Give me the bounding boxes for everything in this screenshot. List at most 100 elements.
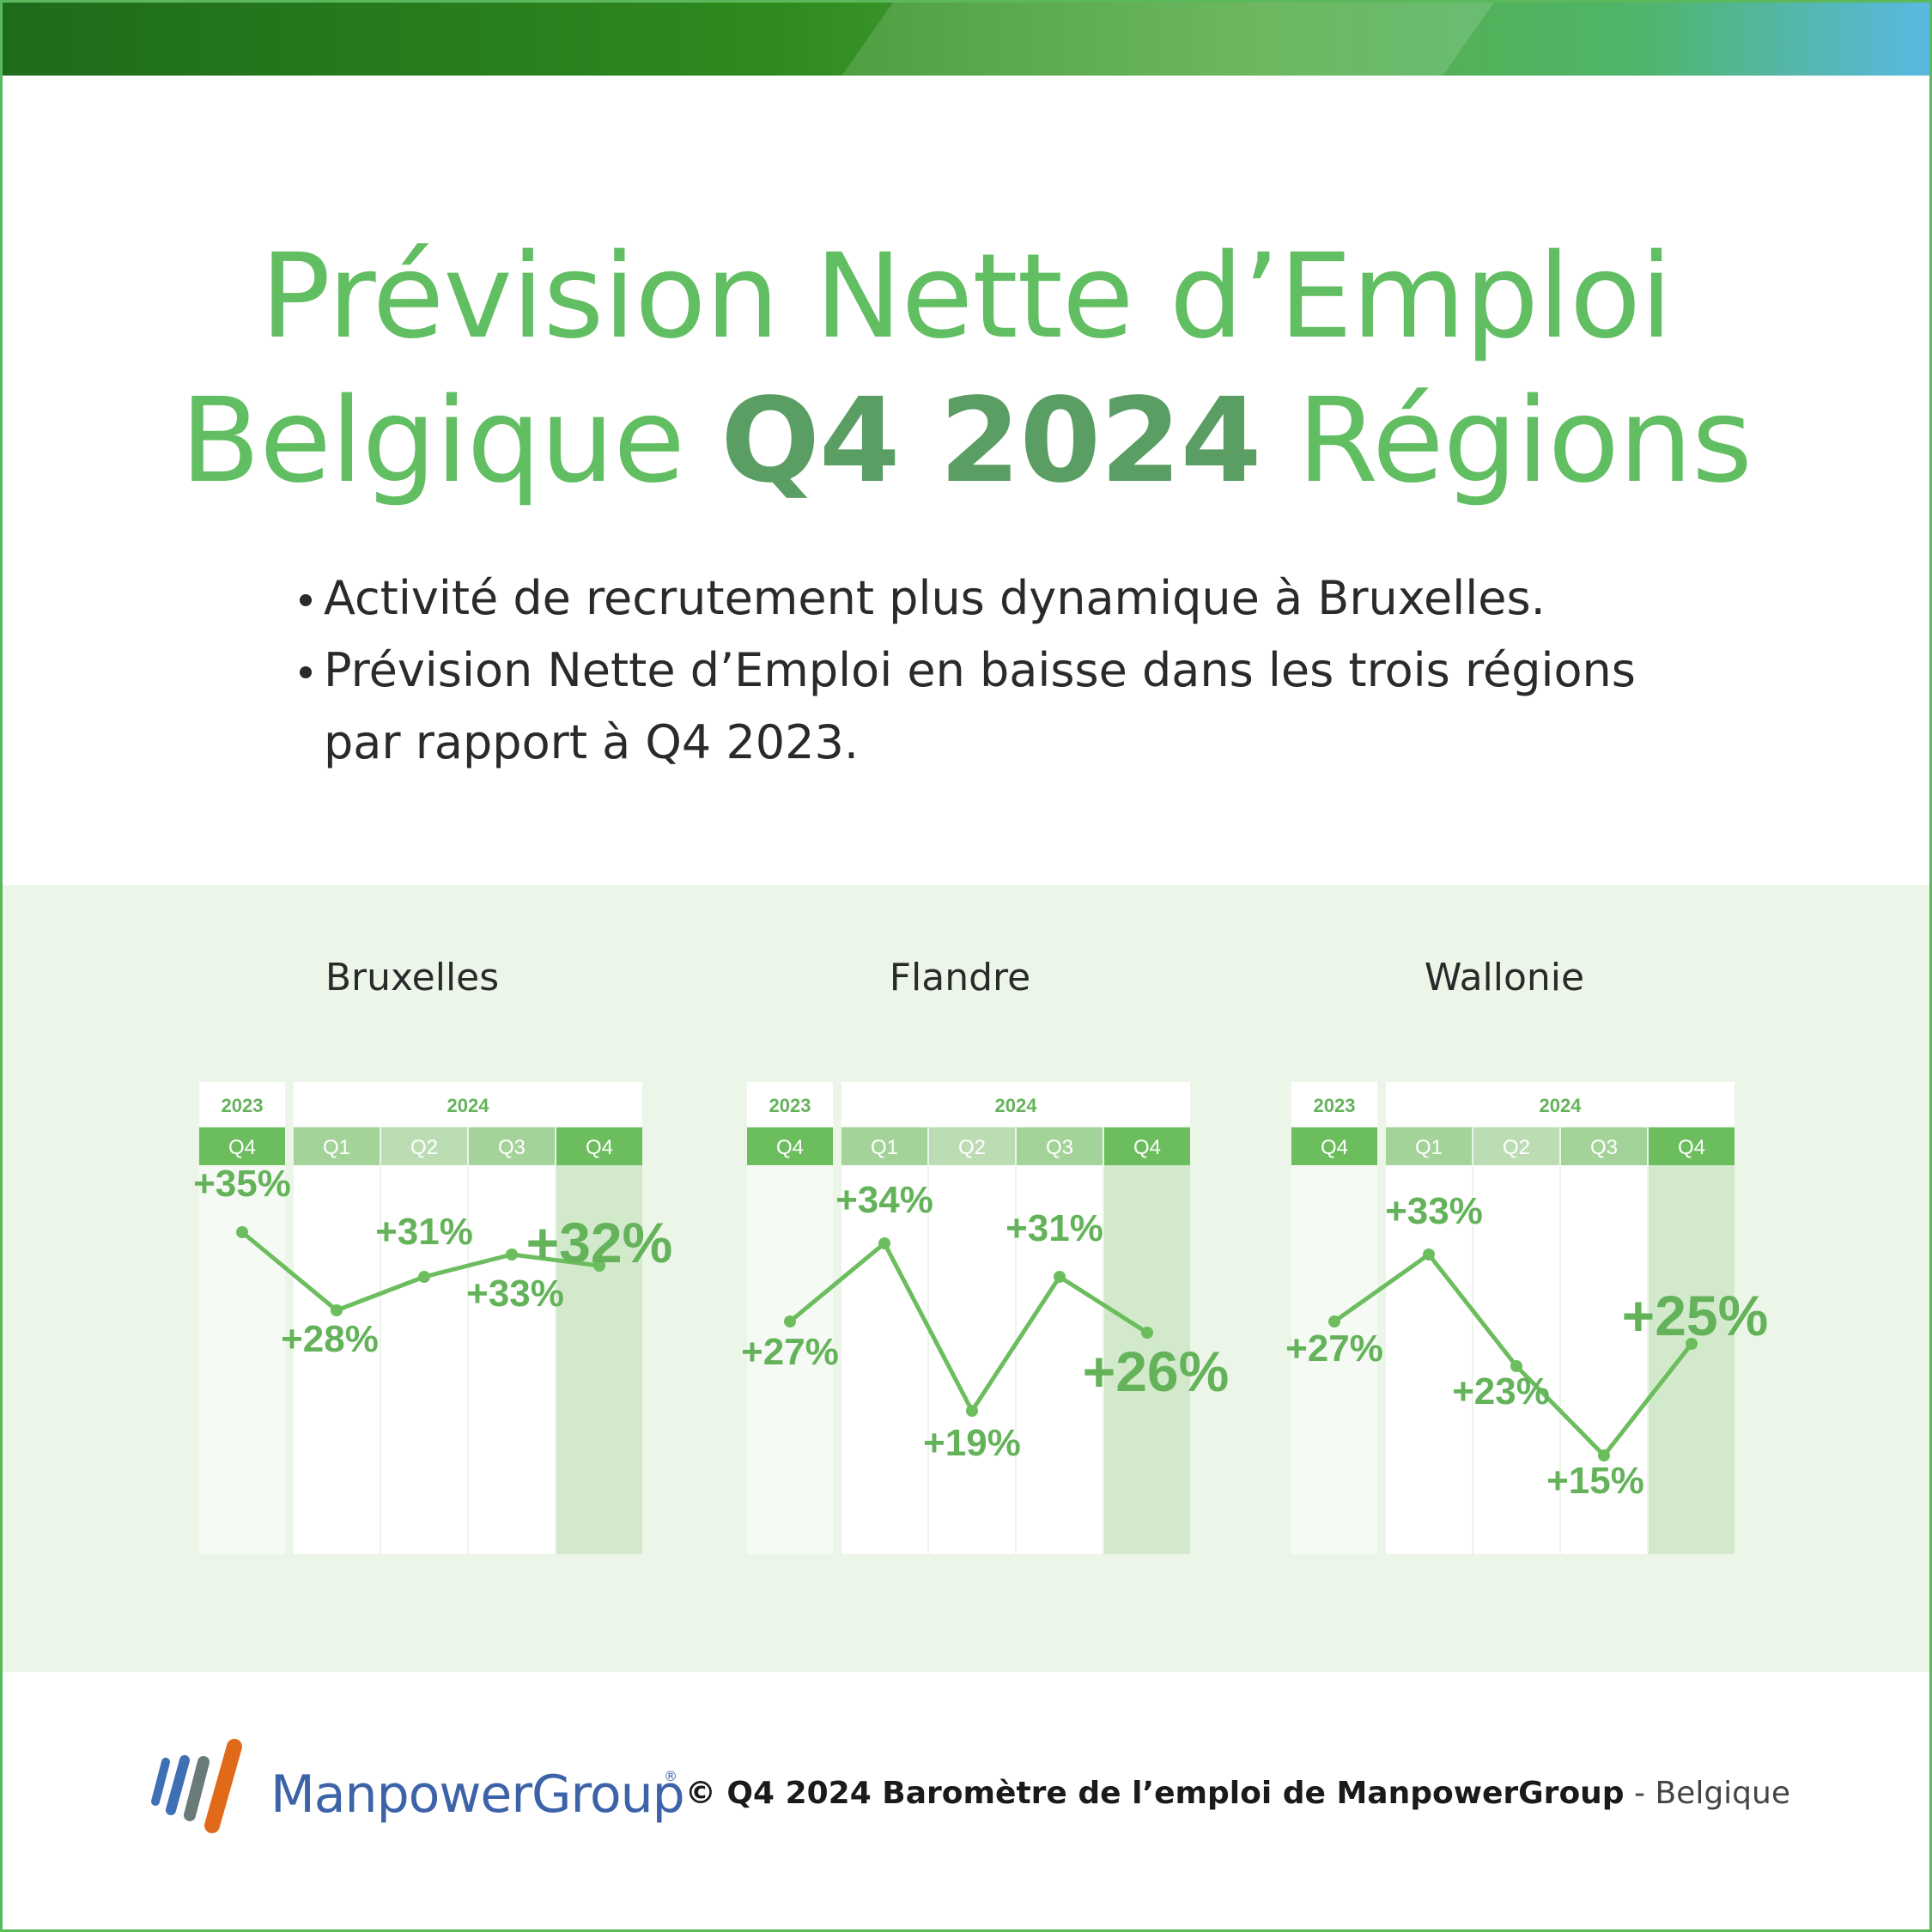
footer-country: Belgique (1655, 1776, 1790, 1811)
quarter-column (929, 1165, 1015, 1554)
quarter-column (1017, 1165, 1103, 1554)
quarter-header-cell (841, 1127, 927, 1165)
data-point (966, 1405, 978, 1417)
chart-title: Bruxelles (325, 956, 499, 999)
quarter-header-cell (1561, 1127, 1647, 1165)
bullet-item: Prévision Nette d’Emploi en baisse dans … (296, 635, 1670, 779)
year-header-cell (1291, 1082, 1377, 1127)
logo-mark-icon (151, 1739, 242, 1833)
quarter-label: Q2 (958, 1136, 986, 1159)
title-line-2: Belgique Q4 2024 Régions (0, 369, 1932, 513)
top-gradient-band (0, 0, 1932, 76)
data-label: +25% (1622, 1284, 1769, 1347)
bullet-dot (300, 594, 312, 606)
quarter-label: Q3 (1590, 1136, 1618, 1159)
year-header-cell (841, 1082, 1190, 1127)
year-label: 2024 (995, 1095, 1038, 1116)
title-part-country: Belgique (179, 374, 721, 509)
data-point (1423, 1249, 1435, 1261)
data-label: +31% (375, 1211, 473, 1253)
footer-copyright: © Q4 2024 Baromètre de l’emploi de Manpo… (685, 1776, 1790, 1811)
bullet-list: Activité de recrutement plus dynamique à… (296, 562, 1670, 779)
quarter-label: Q1 (1415, 1136, 1443, 1159)
quarter-label: Q3 (1046, 1136, 1073, 1159)
bullet-item: Activité de recrutement plus dynamique à… (296, 562, 1670, 635)
quarter-column (1649, 1165, 1735, 1554)
data-point (1510, 1360, 1522, 1372)
quarter-column (1104, 1165, 1190, 1554)
data-point (331, 1304, 343, 1316)
data-point (593, 1260, 605, 1272)
data-point (878, 1237, 890, 1249)
quarter-header-cell (1017, 1127, 1103, 1165)
data-label: +31% (1005, 1207, 1103, 1249)
data-label: +27% (741, 1331, 839, 1373)
year-header-cell (747, 1082, 833, 1127)
quarter-column (199, 1165, 285, 1554)
quarter-header-cell (1386, 1127, 1472, 1165)
quarter-header-cell (747, 1127, 833, 1165)
chart-title: Flandre (890, 956, 1031, 999)
quarter-header-cell (294, 1127, 380, 1165)
quarter-label: Q4 (1321, 1136, 1348, 1159)
footer-separator: - (1624, 1776, 1656, 1811)
year-label: 2024 (1540, 1095, 1583, 1116)
chart-title: Wallonie (1425, 956, 1584, 999)
data-label: +33% (1385, 1190, 1483, 1232)
bullet-dot (300, 666, 312, 678)
data-point (1141, 1327, 1153, 1339)
quarter-column (841, 1165, 927, 1554)
quarter-column (294, 1165, 380, 1554)
data-label: +15% (1546, 1460, 1644, 1502)
data-label: +19% (923, 1422, 1021, 1464)
page-title: Prévision Nette d’Emploi Belgique Q4 202… (0, 225, 1932, 513)
data-label: +27% (1285, 1327, 1383, 1370)
year-header-cell (199, 1082, 285, 1127)
quarter-column (469, 1165, 555, 1554)
data-point (418, 1271, 430, 1283)
quarter-header-cell (199, 1127, 285, 1165)
data-point (506, 1249, 518, 1261)
data-point (1328, 1315, 1340, 1327)
quarter-column (1473, 1165, 1559, 1554)
title-part-regions: Régions (1261, 374, 1753, 509)
quarter-label: Q4 (776, 1136, 804, 1159)
quarter-label: Q1 (871, 1136, 898, 1159)
quarter-header-cell (381, 1127, 467, 1165)
data-point (784, 1315, 796, 1327)
logo-registered-mark: ® (664, 1768, 677, 1784)
title-part-quarter: Q4 2024 (720, 374, 1261, 509)
quarter-header-cell (1104, 1127, 1190, 1165)
quarter-label: Q4 (228, 1136, 256, 1159)
year-label: 2023 (1314, 1095, 1356, 1116)
year-label: 2024 (447, 1095, 490, 1116)
year-header-cell (1386, 1082, 1735, 1127)
year-header-cell (294, 1082, 642, 1127)
quarter-label: Q2 (1503, 1136, 1530, 1159)
data-point (236, 1226, 248, 1238)
year-label: 2023 (769, 1095, 811, 1116)
footer-copyright-main: © Q4 2024 Baromètre de l’emploi de Manpo… (684, 1776, 1625, 1811)
logo-text: ManpowerGroup (270, 1765, 684, 1825)
data-point (1686, 1338, 1698, 1350)
data-point (1598, 1449, 1610, 1461)
title-line-1: Prévision Nette d’Emploi (260, 229, 1673, 365)
data-label: +33% (466, 1273, 564, 1315)
quarter-column (556, 1165, 642, 1554)
year-label: 2023 (222, 1095, 264, 1116)
data-label: +35% (193, 1163, 291, 1205)
quarter-header-cell (929, 1127, 1015, 1165)
quarter-label: Q4 (1133, 1136, 1161, 1159)
data-label: +26% (1083, 1340, 1230, 1403)
quarter-column (1291, 1165, 1377, 1554)
bullet-text: Prévision Nette d’Emploi en baisse dans … (324, 643, 1636, 769)
quarter-label: Q2 (410, 1136, 438, 1159)
bullet-text: Activité de recrutement plus dynamique à… (324, 571, 1546, 625)
quarter-column (1386, 1165, 1472, 1554)
quarter-header-cell (1291, 1127, 1377, 1165)
quarter-label: Q4 (586, 1136, 613, 1159)
data-label: +23% (1452, 1370, 1550, 1413)
quarter-header-cell (1649, 1127, 1735, 1165)
quarter-label: Q1 (323, 1136, 350, 1159)
